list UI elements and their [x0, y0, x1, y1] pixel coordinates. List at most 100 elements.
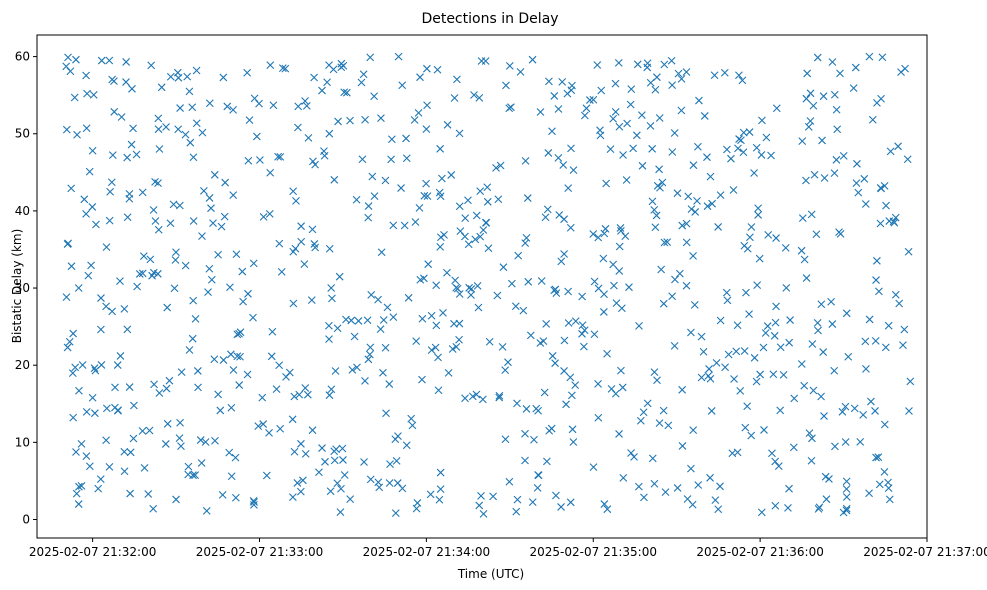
data-point — [205, 264, 214, 273]
data-point — [708, 199, 716, 208]
data-point — [835, 228, 843, 237]
data-point — [830, 90, 839, 99]
data-point — [83, 89, 91, 98]
data-point — [800, 381, 809, 390]
data-point — [798, 214, 807, 223]
data-point — [304, 133, 313, 142]
data-point — [653, 376, 661, 385]
data-point — [181, 261, 190, 270]
data-point — [122, 78, 130, 86]
data-point — [221, 178, 230, 187]
data-point — [346, 116, 354, 125]
data-point — [830, 169, 839, 178]
data-point — [334, 117, 342, 126]
data-point — [342, 315, 350, 324]
data-point — [412, 504, 421, 513]
data-point — [94, 484, 103, 493]
data-point — [831, 442, 839, 451]
data-point — [482, 218, 491, 227]
data-point — [771, 501, 780, 510]
data-point — [593, 61, 602, 69]
data-point — [133, 282, 142, 291]
data-point — [120, 467, 129, 476]
data-point — [407, 414, 416, 423]
data-point — [650, 368, 659, 377]
data-point — [533, 483, 542, 492]
data-point — [318, 86, 326, 95]
data-point — [75, 482, 83, 491]
data-point — [640, 493, 648, 502]
data-point — [479, 509, 488, 518]
data-point — [400, 221, 409, 230]
data-point — [196, 436, 205, 444]
data-point — [498, 343, 507, 351]
data-point — [714, 223, 723, 231]
data-point — [244, 156, 253, 165]
data-point — [821, 472, 830, 481]
data-point — [619, 473, 628, 482]
data-point — [72, 55, 80, 64]
data-point — [492, 163, 500, 172]
data-point — [353, 363, 361, 372]
data-point — [802, 94, 811, 103]
data-point — [132, 150, 141, 159]
data-point — [291, 244, 300, 253]
data-point — [636, 416, 645, 425]
data-point — [819, 348, 828, 356]
data-point — [678, 385, 687, 394]
data-point — [307, 296, 316, 305]
data-point — [903, 155, 912, 164]
data-point — [868, 115, 877, 124]
data-point — [813, 318, 822, 327]
data-point — [189, 471, 197, 480]
data-point — [682, 281, 691, 290]
data-point — [236, 352, 244, 361]
x-tick-label: 2025-02-07 21:36:00 — [696, 545, 823, 559]
data-point — [660, 238, 669, 247]
data-point — [125, 383, 134, 391]
data-point — [82, 71, 90, 80]
data-point — [580, 111, 589, 120]
data-point — [162, 123, 170, 131]
data-point — [386, 460, 394, 469]
data-point — [623, 119, 632, 128]
data-point — [265, 428, 273, 437]
data-point — [758, 116, 766, 125]
data-point — [789, 443, 798, 452]
data-point — [220, 212, 229, 221]
data-point — [202, 506, 211, 515]
data-point — [728, 449, 737, 458]
data-point — [294, 102, 303, 111]
data-point — [366, 475, 375, 484]
data-point — [129, 124, 137, 133]
data-point — [809, 101, 818, 110]
data-point — [785, 484, 793, 493]
data-point — [734, 144, 742, 153]
data-point — [483, 197, 492, 206]
data-point — [759, 343, 768, 352]
data-point — [308, 225, 317, 234]
data-point — [385, 479, 394, 487]
data-point — [189, 153, 198, 162]
data-point — [174, 125, 183, 134]
data-point — [368, 172, 377, 181]
data-point — [472, 390, 481, 399]
data-point — [272, 385, 281, 393]
data-point — [566, 223, 575, 232]
data-point — [126, 448, 135, 457]
data-point — [524, 277, 533, 286]
y-axis-label: Bistatic Delay (km) — [10, 229, 24, 344]
data-point — [377, 248, 386, 257]
data-point — [102, 243, 111, 252]
data-point — [290, 447, 299, 456]
data-point — [757, 508, 766, 517]
data-point — [674, 69, 683, 78]
data-point — [560, 336, 569, 345]
data-point — [609, 114, 618, 123]
data-point — [569, 438, 578, 446]
data-point — [366, 53, 375, 62]
data-point — [746, 233, 754, 242]
data-point — [154, 125, 163, 134]
data-point — [259, 212, 268, 221]
data-point — [571, 317, 580, 326]
